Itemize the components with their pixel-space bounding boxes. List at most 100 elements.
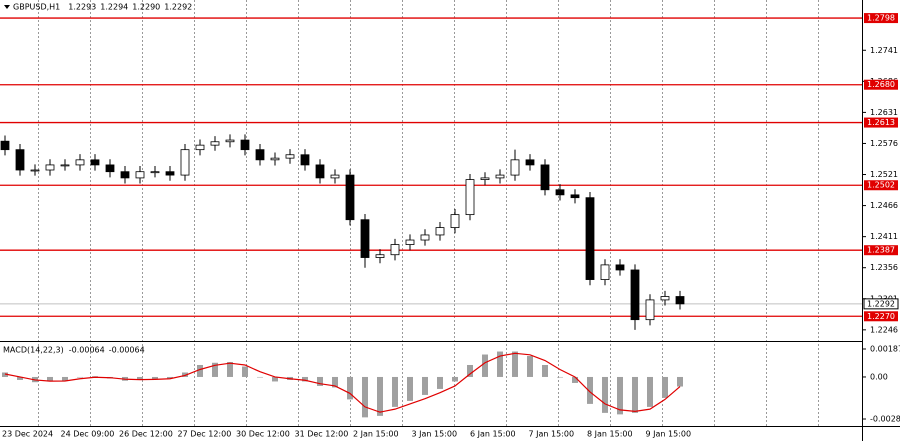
y-tick-label: 1.2411 <box>870 232 898 241</box>
macd-bar <box>632 376 638 413</box>
candle-body <box>30 169 40 172</box>
menu-arrow[interactable] <box>4 5 10 9</box>
y-tick-label: 1.2521 <box>870 170 898 179</box>
candle-body <box>675 296 685 305</box>
macd-bar <box>527 356 533 377</box>
candle-body <box>165 171 175 176</box>
header-value: 1.2290 <box>132 3 160 12</box>
header-value: -0.00064 <box>109 346 145 355</box>
macd-bar <box>2 372 8 377</box>
candle-body <box>390 244 400 256</box>
level-label-box <box>864 311 898 322</box>
macd-bar <box>452 376 458 382</box>
x-tick-label: 8 Jan 15:00 <box>587 430 633 439</box>
level-label: 1.2387 <box>867 246 895 255</box>
macd-bar <box>467 364 473 377</box>
candle-body <box>135 171 145 179</box>
macd-bar <box>17 376 23 380</box>
x-tick-label: 2 Jan 15:00 <box>353 430 399 439</box>
candle-body <box>255 149 265 161</box>
macd-bar <box>92 376 98 377</box>
candle-body <box>15 149 25 171</box>
x-tick-label: 23 Dec 2024 <box>2 430 53 439</box>
candle-body <box>360 219 370 258</box>
macd-bar <box>377 376 383 416</box>
level-label-box <box>864 180 898 191</box>
candle-body <box>510 159 520 176</box>
y-tick-label: 1.2741 <box>870 46 898 55</box>
macd-bar <box>482 354 488 377</box>
macd-bar <box>257 376 263 378</box>
candle-body <box>525 159 535 166</box>
level-label-box <box>864 117 898 128</box>
candle-body <box>405 239 415 245</box>
candle-body <box>0 140 10 151</box>
x-tick-label: 27 Dec 12:00 <box>178 430 232 439</box>
macd-bar <box>392 376 398 407</box>
level-label: 1.2502 <box>867 181 895 190</box>
candle-body <box>615 264 625 271</box>
macd-bar <box>332 376 338 388</box>
macd-bar <box>572 376 578 383</box>
candle-body <box>600 264 610 280</box>
macd-bar <box>602 376 608 413</box>
y-tick-label: 1.2466 <box>870 201 898 210</box>
candle-body <box>285 154 295 159</box>
level-label: 1.2680 <box>867 80 895 89</box>
x-tick-label: 31 Dec 12:00 <box>295 430 349 439</box>
candle-body <box>315 164 325 179</box>
macd-bar <box>197 364 203 377</box>
header-value: 1.2294 <box>100 3 128 12</box>
candle-body <box>435 227 445 236</box>
candle-body <box>330 174 340 179</box>
macd-bar <box>77 376 83 378</box>
x-tick-label: 3 Jan 15:00 <box>412 430 458 439</box>
y-tick-label: 1.2631 <box>870 108 898 117</box>
header-value: 1.2292 <box>164 3 192 12</box>
candle-body <box>570 194 580 199</box>
candle-body <box>465 179 475 216</box>
candle-body <box>420 234 430 241</box>
macd-signal-line <box>4 352 681 413</box>
candle-body <box>495 174 505 179</box>
level-label-box <box>864 79 898 90</box>
y-tick-label: 1.2356 <box>870 263 898 272</box>
macd-bar <box>137 376 143 380</box>
x-tick-label: 26 Dec 12:00 <box>119 430 173 439</box>
x-tick-label: 24 Dec 09:00 <box>61 430 115 439</box>
candle-body <box>45 164 55 171</box>
x-tick-label: 30 Dec 12:00 <box>236 430 290 439</box>
x-tick-label: 7 Jan 15:00 <box>529 430 575 439</box>
macd-bar <box>662 376 668 398</box>
macd-bar <box>617 376 623 415</box>
macd-bar <box>362 376 368 418</box>
macd-bar <box>212 362 218 377</box>
macd-bar <box>422 376 428 395</box>
macd-bar <box>182 372 188 377</box>
candle-body <box>270 157 280 161</box>
candle-body <box>195 144 205 151</box>
y-tick-label: 0.00 <box>870 372 888 381</box>
x-tick-label: 6 Jan 15:00 <box>470 430 516 439</box>
candle-body <box>210 141 220 146</box>
header-value: -0.00064 <box>69 346 105 355</box>
macd-bar <box>647 376 653 407</box>
y-tick-label: 0.00187 <box>870 344 900 353</box>
macd-bar <box>677 376 683 387</box>
candle-body <box>585 197 595 280</box>
candle-body <box>555 189 565 196</box>
macd-bar <box>302 376 308 382</box>
candle-body <box>225 139 235 143</box>
candle-body <box>540 164 550 191</box>
candle-body <box>120 171 130 179</box>
macd-bar <box>272 376 278 382</box>
candle-body <box>660 296 670 301</box>
y-tick-label: 1.2576 <box>870 139 898 148</box>
macd-bar <box>62 376 68 381</box>
candle-body <box>60 164 70 167</box>
candle-body <box>450 214 460 229</box>
y-tick-label: 1.2246 <box>870 325 898 334</box>
candle-body <box>105 164 115 173</box>
